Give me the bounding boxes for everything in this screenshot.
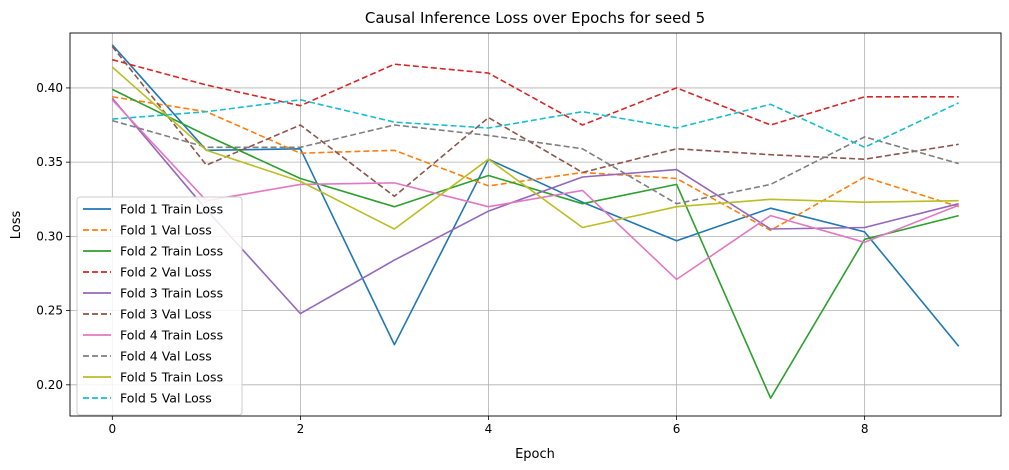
- y-tick-label: 0.30: [36, 229, 63, 243]
- x-tick-label: 2: [297, 422, 305, 436]
- axes-frame: [69, 32, 1002, 417]
- x-tick-label: 0: [108, 422, 116, 436]
- x-tick-label: 4: [485, 422, 493, 436]
- series-line-2: [112, 96, 959, 232]
- legend-label: Fold 4 Train Loss: [120, 328, 223, 343]
- legend-label: Fold 4 Val Loss: [120, 349, 212, 364]
- series-line-4: [112, 58, 959, 126]
- series-line-3: [111, 88, 959, 400]
- legend-label: Fold 1 Train Loss: [120, 202, 223, 217]
- y-tick-label: 0.35: [36, 155, 63, 169]
- legend-box: [76, 196, 243, 416]
- legend-label: Fold 1 Val Loss: [120, 223, 212, 238]
- x-tick-label: 8: [861, 422, 869, 436]
- series-line-7: [111, 99, 959, 281]
- legend: Fold 1 Train Loss Fold 1 Val Loss Fold 2 T…: [76, 196, 243, 416]
- y-tick-label: 0.25: [36, 304, 63, 318]
- legend-label: Fold 2 Train Loss: [120, 244, 223, 259]
- legend-label: Fold 2 Val Loss: [120, 265, 212, 280]
- series-line-10: [112, 99, 960, 149]
- x-tick-label: 6: [673, 422, 681, 436]
- y-axis-ticks: 0.20 0.25 0.30 0.35 0.40: [36, 81, 70, 392]
- y-tick-label: 0.20: [36, 378, 63, 392]
- series-line-1: [111, 44, 960, 347]
- legend-label: Fold 3 Val Loss: [120, 307, 212, 322]
- x-axis-label: Epoch: [515, 447, 555, 462]
- series-line-8: [112, 119, 959, 205]
- chart-title: Causal Inference Loss over Epochs for se…: [365, 9, 705, 27]
- legend-label: Fold 5 Val Loss: [120, 391, 212, 406]
- x-axis-ticks: 0 2 4 6 8: [108, 416, 868, 436]
- series-line-6: [111, 45, 959, 198]
- y-axis-label: Loss: [9, 211, 24, 240]
- series-line-9: [111, 66, 959, 230]
- plot-frame: [69, 32, 1002, 417]
- legend-label: Fold 3 Train Loss: [120, 286, 223, 301]
- y-tick-label: 0.40: [36, 81, 63, 95]
- series-lines: [111, 44, 960, 400]
- legend-label: Fold 5 Train Loss: [120, 370, 223, 385]
